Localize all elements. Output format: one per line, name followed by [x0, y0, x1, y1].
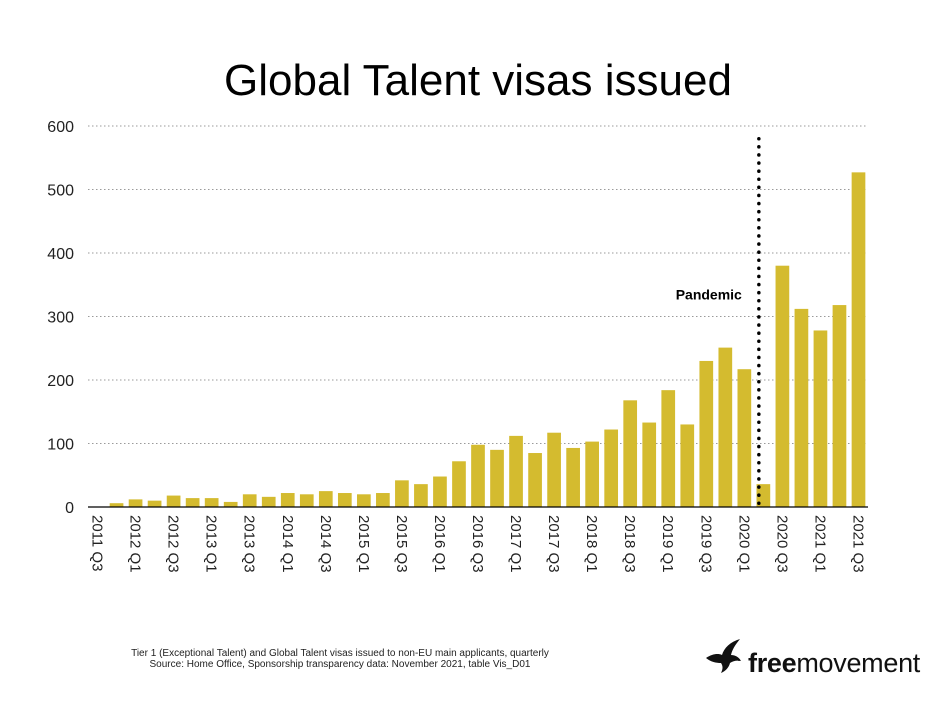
bar — [623, 400, 638, 507]
y-tick-label: 200 — [47, 373, 74, 390]
footer-description: Tier 1 (Exceptional Talent) and Global T… — [131, 648, 549, 659]
bar — [832, 305, 847, 507]
bar — [813, 330, 828, 507]
bar — [299, 494, 314, 507]
bar — [604, 429, 619, 507]
bars — [109, 172, 866, 508]
footer-source: Source: Home Office, Sponsorship transpa… — [149, 659, 531, 670]
logo-wordmark: freemovement — [748, 648, 920, 679]
logo-word-free: free — [748, 648, 797, 678]
bar — [452, 461, 466, 507]
bar — [528, 453, 542, 507]
x-tick-label: 2014 Q3 — [317, 515, 334, 573]
y-tick-label: 300 — [47, 310, 74, 327]
x-tick-label: 2021 Q1 — [811, 515, 828, 573]
x-tick-label: 2011 Q3 — [89, 515, 106, 571]
x-tick-label: 2018 Q1 — [583, 515, 600, 573]
x-tick-label: 2014 Q1 — [279, 515, 296, 573]
chart-title: Global Talent visas issued — [224, 56, 732, 105]
bar — [775, 265, 790, 507]
bar — [851, 172, 866, 508]
x-axis-ticks: 2011 Q3 2012 Q1 2012 Q3 2013 Q1 2013 Q3 2014 … — [89, 515, 867, 573]
bar — [566, 447, 580, 507]
y-tick-label: 500 — [47, 183, 74, 200]
bar — [357, 494, 371, 507]
bar — [223, 501, 238, 507]
x-tick-label: 2016 Q1 — [431, 515, 448, 573]
bar — [204, 498, 219, 507]
y-tick-label: 400 — [47, 246, 74, 263]
bar — [395, 480, 409, 507]
bar — [699, 360, 714, 507]
bar — [414, 484, 428, 507]
bar — [490, 449, 504, 507]
x-tick-label: 2020 Q3 — [773, 515, 790, 573]
y-tick-label: 100 — [47, 437, 74, 454]
x-tick-label: 2012 Q3 — [165, 515, 182, 573]
bar — [337, 493, 352, 507]
bar — [109, 503, 124, 507]
logo-word-movement: movement — [796, 648, 920, 678]
pandemic-annotation: Pandemic — [676, 136, 761, 509]
bar — [128, 499, 143, 507]
bird-icon — [706, 639, 741, 673]
bar — [471, 444, 485, 507]
x-tick-label: 2021 Q3 — [849, 515, 866, 573]
bar — [737, 369, 752, 507]
x-tick-label: 2015 Q1 — [355, 515, 372, 573]
y-tick-label: 0 — [65, 500, 74, 517]
bar — [166, 495, 181, 507]
bar — [242, 494, 257, 507]
bar — [509, 435, 523, 507]
bar — [794, 308, 809, 507]
x-tick-label: 2020 Q1 — [735, 515, 752, 573]
x-tick-label: 2012 Q1 — [127, 515, 144, 573]
bar — [433, 476, 447, 507]
bar — [185, 498, 200, 507]
x-tick-label: 2013 Q3 — [241, 515, 258, 573]
bar — [585, 441, 599, 507]
pandemic-label: Pandemic — [676, 286, 742, 302]
x-tick-label: 2019 Q1 — [659, 515, 676, 573]
chart-footer: Tier 1 (Exceptional Talent) and Global T… — [120, 648, 560, 670]
bar — [261, 496, 276, 507]
x-tick-label: 2013 Q1 — [203, 515, 220, 573]
bar — [661, 390, 676, 507]
bar — [547, 432, 561, 507]
x-tick-label: 2018 Q3 — [621, 515, 638, 573]
freemovement-logo: freemovement — [704, 634, 920, 682]
bar — [280, 493, 295, 507]
bar — [680, 424, 695, 507]
x-tick-label: 2016 Q3 — [469, 515, 486, 573]
bar — [718, 347, 733, 507]
y-axis-ticks: 0 100 200 300 400 500 600 — [47, 119, 74, 517]
bar — [642, 422, 657, 507]
x-tick-label: 2019 Q3 — [697, 515, 714, 573]
bar — [756, 484, 771, 507]
bar — [318, 491, 333, 507]
bar — [147, 500, 162, 507]
y-tick-label: 600 — [47, 119, 74, 136]
x-tick-label: 2017 Q3 — [545, 515, 562, 573]
bar — [376, 493, 390, 507]
x-tick-label: 2017 Q1 — [507, 515, 524, 573]
x-tick-label: 2015 Q3 — [393, 515, 410, 573]
